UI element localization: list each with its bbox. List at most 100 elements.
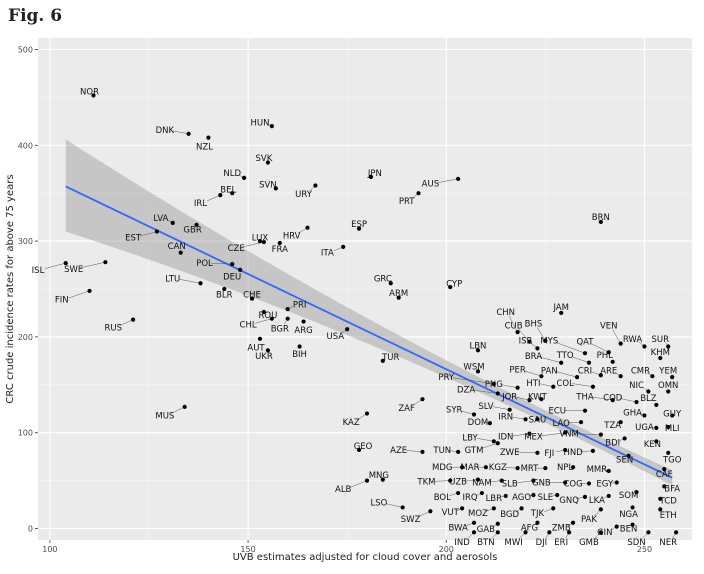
point-irq — [479, 490, 485, 496]
leader-line — [417, 511, 431, 518]
point-tur — [380, 358, 385, 363]
label-gtm: GTM — [465, 446, 484, 456]
leader-line — [44, 262, 66, 269]
label-mys: MYS — [540, 337, 558, 347]
label-nga: NGA — [619, 510, 638, 520]
point-ita — [341, 244, 346, 249]
label-tgo: TGO — [662, 456, 682, 466]
point-mar — [483, 465, 488, 470]
label-svk: SVK — [256, 154, 273, 164]
point-mex — [563, 430, 568, 435]
point-aus — [456, 176, 461, 181]
label-btn: BTN — [477, 538, 494, 548]
leader-line — [572, 383, 593, 387]
label-yem: YEM — [658, 366, 677, 376]
label-nam: NAM — [472, 479, 492, 489]
label-qat: QAT — [576, 338, 594, 348]
label-png: PNG — [485, 380, 503, 390]
point-mli — [666, 424, 671, 430]
leader-line — [619, 397, 637, 403]
leader-line — [488, 480, 502, 483]
point-aze — [420, 449, 425, 454]
label-zwe: ZWE — [500, 448, 520, 458]
point-gab — [495, 521, 500, 526]
leader-line — [509, 316, 518, 333]
label-cze: CZE — [228, 244, 245, 254]
point-gnq — [582, 494, 588, 499]
label-tkm: TKM — [416, 478, 435, 488]
label-mrt: MRT — [521, 464, 540, 474]
point-slv — [507, 407, 512, 412]
label-ukr: UKR — [255, 352, 273, 362]
leader-line — [171, 406, 185, 414]
point-bra — [559, 360, 564, 365]
label-mmr: MMR — [587, 465, 608, 475]
leader-line — [460, 410, 475, 415]
label-can: CAN — [168, 242, 186, 252]
point-uzb — [475, 477, 481, 482]
label-ven: VEN — [600, 321, 618, 331]
point-zaf — [420, 397, 425, 402]
label-kaz: KAZ — [343, 418, 360, 428]
label-bhs: BHS — [525, 319, 543, 329]
leader-line — [349, 480, 368, 488]
point-tun — [456, 449, 461, 454]
point-lby — [491, 439, 496, 444]
label-brn: BRN — [592, 213, 610, 223]
point-lux — [257, 238, 263, 244]
label-lbn: LBN — [469, 342, 486, 352]
point-arg — [301, 319, 306, 324]
point-est — [154, 229, 160, 234]
point-eri — [567, 530, 572, 535]
leader-line — [405, 450, 423, 453]
label-tto: TTO — [556, 351, 574, 361]
point-bol — [456, 490, 461, 496]
data-points — [63, 93, 679, 535]
point-uga — [654, 425, 659, 431]
point-swz — [428, 509, 433, 514]
point-fra — [277, 240, 282, 246]
regression-line — [65, 185, 673, 479]
point-ecu — [582, 408, 588, 413]
label-ken: KEN — [644, 440, 661, 450]
point-pak — [598, 507, 603, 512]
label-isl: ISL — [32, 266, 45, 276]
leader-line — [540, 356, 562, 364]
label-sur: SUR — [652, 335, 670, 345]
point-btn — [495, 530, 500, 535]
label-eri: ERI — [554, 538, 568, 548]
point-nam — [499, 478, 504, 483]
label-slb: SLB — [502, 479, 518, 489]
x-axis-title: UVB estimates adjusted for cloud cover a… — [233, 552, 498, 563]
point-mdg — [460, 465, 465, 470]
point-tha — [610, 398, 615, 403]
label-bih: BIH — [292, 350, 307, 360]
point-cri — [598, 373, 603, 378]
label-slv: SLV — [478, 402, 493, 412]
label-pan: PAN — [541, 366, 558, 376]
point-sle — [555, 492, 560, 498]
x-axis-ticks: 100 150 200 250 — [42, 540, 652, 554]
point-lva — [170, 220, 175, 225]
label-cub: CUB — [505, 321, 523, 331]
label-che: CHE — [243, 291, 261, 301]
point-gbr — [194, 222, 199, 227]
label-bdi: BDI — [605, 438, 620, 448]
y-tick-label: 200 — [18, 333, 33, 342]
point-fin — [87, 288, 92, 294]
label-per: PER — [509, 365, 525, 375]
label-aze: AZE — [390, 446, 407, 456]
label-tur: TUR — [381, 353, 399, 363]
x-tick-label: 200 — [439, 545, 454, 554]
point-alb — [364, 478, 370, 483]
leader-line — [516, 480, 534, 484]
point-lka — [606, 493, 611, 499]
label-uga: UGA — [635, 423, 654, 433]
point-hun — [269, 124, 274, 129]
point-sen — [626, 453, 631, 458]
label-fin: FIN — [55, 296, 69, 306]
label-omn: OMN — [658, 381, 678, 391]
point-ago — [531, 492, 536, 498]
point-som — [634, 489, 639, 495]
